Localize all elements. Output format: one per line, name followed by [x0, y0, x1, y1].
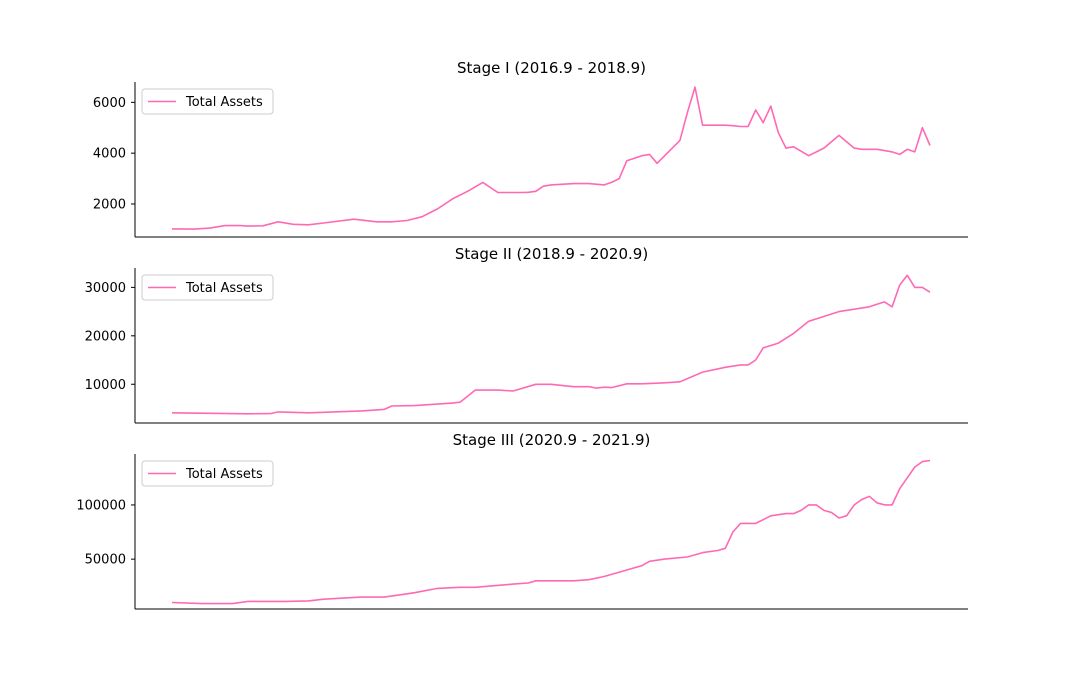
y-tick-label: 10000 — [85, 378, 126, 393]
series-line-total-assets — [171, 459, 931, 605]
subplot-1: Stage I (2016.9 - 2018.9) 2000 4000 6000 Tot… — [93, 59, 968, 238]
legend-frame — [141, 274, 274, 301]
legend: Total Assets — [141, 274, 274, 301]
y-tick-label: 50000 — [85, 553, 126, 568]
series-line-total-assets — [171, 274, 931, 415]
y-tick-label: 20000 — [85, 329, 126, 344]
series-line-total-assets — [171, 86, 931, 230]
subplot-2: Stage II (2018.9 - 2020.9) 10000 20000 3000… — [85, 245, 968, 424]
y-tick-label: 30000 — [85, 281, 126, 296]
legend-label: Total Assets — [185, 95, 263, 110]
legend-frame — [141, 460, 274, 487]
y-tick-label: 6000 — [93, 96, 126, 111]
subplot-title: Stage II (2018.9 - 2020.9) — [455, 245, 648, 263]
legend: Total Assets — [141, 460, 274, 487]
y-tick-label: 4000 — [93, 147, 126, 162]
legend-label: Total Assets — [185, 281, 263, 296]
y-tick-label: 100000 — [76, 498, 126, 513]
legend-frame — [141, 88, 274, 115]
legend: Total Assets — [141, 88, 274, 115]
subplot-title: Stage III (2020.9 - 2021.9) — [453, 431, 651, 449]
subplot-title: Stage I (2016.9 - 2018.9) — [457, 59, 646, 77]
y-tick-label: 2000 — [93, 197, 126, 212]
subplot-3: Stage III (2020.9 - 2021.9) 50000 100000 To… — [76, 431, 968, 610]
legend-label: Total Assets — [185, 467, 263, 482]
